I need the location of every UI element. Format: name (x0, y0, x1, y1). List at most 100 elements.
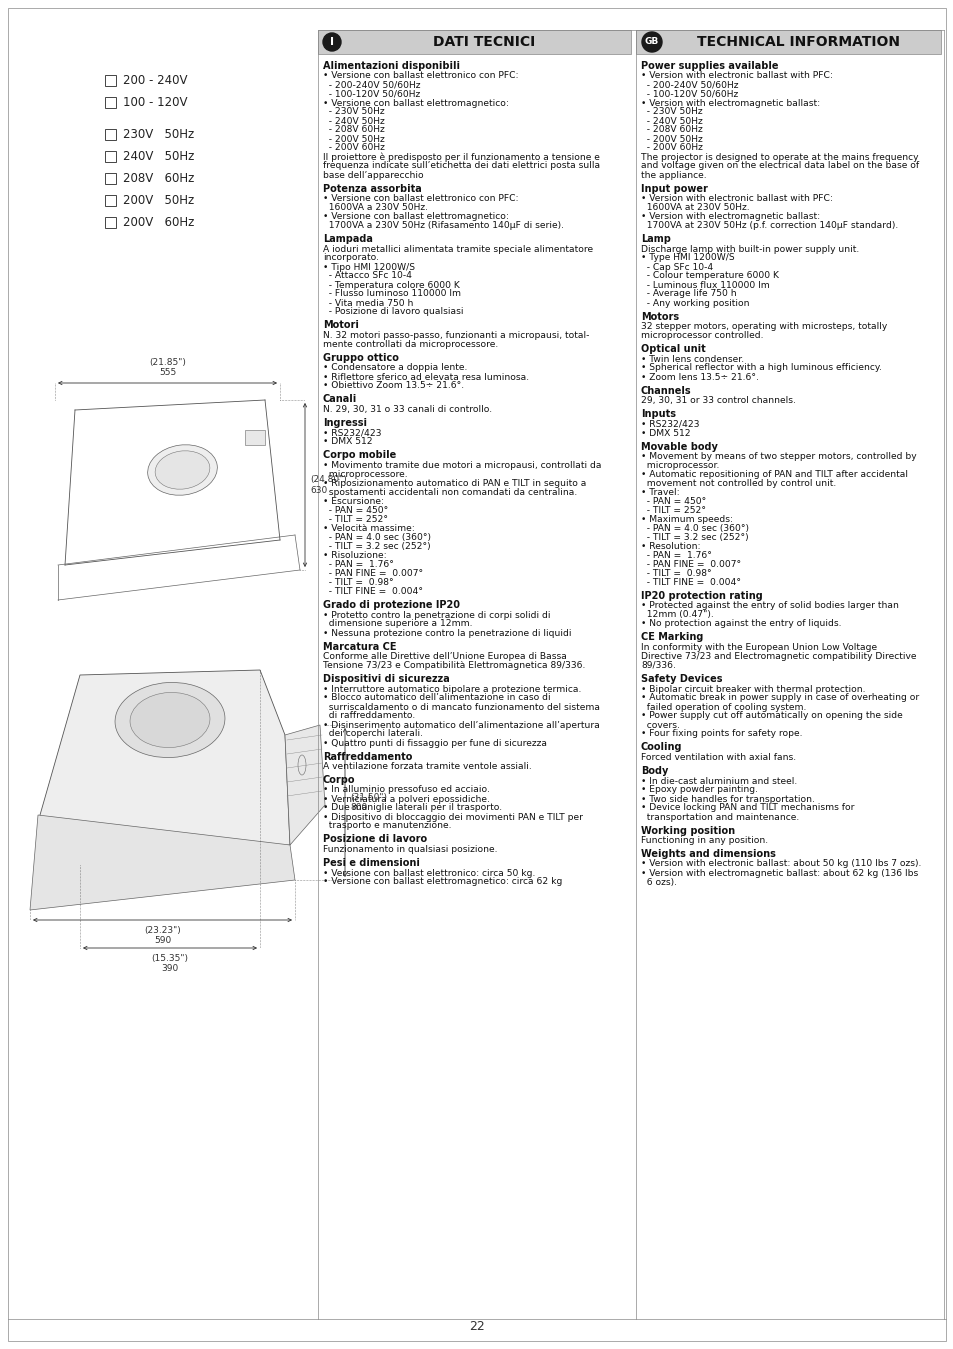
Text: - TILT =  0.98°: - TILT = 0.98° (323, 577, 394, 587)
Bar (105, 130, 116, 140)
Text: microprocessor controlled.: microprocessor controlled. (640, 331, 762, 340)
Bar (636, 30, 940, 54)
Text: • Version with electromagnetic ballast:: • Version with electromagnetic ballast: (640, 212, 820, 221)
Text: • Movimento tramite due motori a micropausi, controllati da: • Movimento tramite due motori a micropa… (323, 461, 601, 469)
Text: - TILT = 3.2 sec (252°): - TILT = 3.2 sec (252°) (323, 542, 430, 550)
Text: • Dispositivo di bloccaggio dei movimenti PAN e TILT per: • Dispositivo di bloccaggio dei moviment… (323, 812, 582, 822)
Text: • Due maniglie laterali per il trasporto.: • Due maniglie laterali per il trasporto… (323, 804, 501, 812)
Text: 89/336.: 89/336. (640, 661, 675, 670)
Text: transportation and maintenance.: transportation and maintenance. (640, 812, 799, 822)
Text: IP20 protection rating: IP20 protection rating (640, 591, 762, 602)
Text: the appliance.: the appliance. (640, 170, 706, 179)
Text: Corpo: Corpo (323, 774, 355, 785)
Text: - 240V 50Hz: - 240V 50Hz (640, 116, 702, 125)
Bar (105, 217, 116, 228)
Text: Lampada: Lampada (323, 233, 373, 244)
Text: - Cap SFc 10-4: - Cap SFc 10-4 (640, 263, 713, 271)
Text: Marcatura CE: Marcatura CE (323, 642, 396, 652)
Text: • Protetto contro la penetrazione di corpi solidi di: • Protetto contro la penetrazione di cor… (323, 611, 550, 619)
Text: - TILT =  0.98°: - TILT = 0.98° (640, 569, 711, 577)
Text: 1600VA a 230V 50Hz.: 1600VA a 230V 50Hz. (323, 202, 428, 212)
Text: 1700VA at 230V 50Hz (p.f. correction 140μF standard).: 1700VA at 230V 50Hz (p.f. correction 140… (640, 221, 898, 229)
Text: and voltage given on the electrical data label on the base of: and voltage given on the electrical data… (640, 162, 918, 170)
Text: • Versione con ballast elettronico con PFC:: • Versione con ballast elettronico con P… (323, 71, 518, 81)
Text: Conforme alle Direttive dell’Unione Europea di Bassa: Conforme alle Direttive dell’Unione Euro… (323, 652, 566, 661)
Text: 32 stepper motors, operating with microsteps, totally: 32 stepper motors, operating with micros… (640, 322, 886, 331)
Text: • Two side handles for transportation.: • Two side handles for transportation. (640, 795, 814, 804)
Text: Forced ventilation with axial fans.: Forced ventilation with axial fans. (640, 753, 796, 762)
Text: A ioduri metallici alimentata tramite speciale alimentatore: A ioduri metallici alimentata tramite sp… (323, 244, 593, 254)
Circle shape (323, 32, 340, 51)
Text: - PAN FINE =  0.007°: - PAN FINE = 0.007° (323, 569, 423, 577)
Text: - 200V 60Hz: - 200V 60Hz (640, 143, 702, 152)
Text: - 208V 60Hz: - 208V 60Hz (640, 125, 702, 135)
Text: - 208V 60Hz: - 208V 60Hz (323, 125, 384, 135)
Text: - 200V 50Hz: - 200V 50Hz (323, 135, 384, 143)
Text: • Type HMI 1200W/S: • Type HMI 1200W/S (640, 254, 734, 263)
Text: TECHNICAL INFORMATION: TECHNICAL INFORMATION (697, 35, 899, 49)
Text: di raffreddamento.: di raffreddamento. (323, 711, 415, 720)
Text: • RS232/423: • RS232/423 (640, 420, 699, 429)
Text: 1600VA at 230V 50Hz.: 1600VA at 230V 50Hz. (640, 202, 749, 212)
Text: Channels: Channels (640, 386, 691, 395)
Text: Optical unit: Optical unit (640, 344, 705, 353)
Text: - Colour temperature 6000 K: - Colour temperature 6000 K (640, 271, 778, 281)
Bar (317, 30, 630, 54)
Text: • Automatic break in power supply in case of overheating or: • Automatic break in power supply in cas… (640, 693, 919, 703)
Text: - PAN = 450°: - PAN = 450° (323, 506, 388, 515)
Text: Inputs: Inputs (640, 409, 676, 420)
Ellipse shape (130, 692, 210, 747)
Text: • Risoluzione:: • Risoluzione: (323, 550, 386, 560)
Text: • Condensatore a doppia lente.: • Condensatore a doppia lente. (323, 363, 467, 372)
Text: Gruppo ottico: Gruppo ottico (323, 353, 398, 363)
Text: microprocessor.: microprocessor. (640, 461, 719, 469)
Text: 12mm (0.47").: 12mm (0.47"). (640, 611, 713, 619)
Text: • Version with electronic ballast with PFC:: • Version with electronic ballast with P… (640, 71, 832, 81)
Text: - 200V 60Hz: - 200V 60Hz (323, 143, 384, 152)
Text: • Device locking PAN and TILT mechanisms for: • Device locking PAN and TILT mechanisms… (640, 804, 854, 812)
Text: Body: Body (640, 766, 668, 776)
Text: • Riposizionamento automatico di PAN e TILT in seguito a: • Riposizionamento automatico di PAN e T… (323, 479, 586, 488)
Text: incorporato.: incorporato. (323, 254, 378, 263)
Text: Dispositivi di sicurezza: Dispositivi di sicurezza (323, 674, 449, 684)
Text: • Version with electronic ballast: about 50 kg (110 lbs 7 ozs).: • Version with electronic ballast: about… (640, 859, 921, 869)
Text: • Power supply cut off automatically on opening the side: • Power supply cut off automatically on … (640, 711, 902, 720)
Ellipse shape (148, 445, 217, 495)
Text: Motori: Motori (323, 321, 358, 331)
Text: 230V   50Hz: 230V 50Hz (123, 128, 194, 142)
Text: • DMX 512: • DMX 512 (323, 437, 373, 447)
Text: • No protection against the entry of liquids.: • No protection against the entry of liq… (640, 619, 841, 629)
Text: Il proiettore è predisposto per il funzionamento a tensione e: Il proiettore è predisposto per il funzi… (323, 152, 599, 162)
Text: • Protected against the entry of solid bodies larger than: • Protected against the entry of solid b… (640, 602, 898, 611)
Text: • Velocità massime:: • Velocità massime: (323, 523, 415, 533)
Text: - 240V 50Hz: - 240V 50Hz (323, 116, 384, 125)
Text: • Zoom lens 13.5÷ 21.6°.: • Zoom lens 13.5÷ 21.6°. (640, 372, 758, 382)
Text: covers.: covers. (640, 720, 679, 730)
Text: 208V   60Hz: 208V 60Hz (123, 173, 194, 185)
Text: 6 ozs).: 6 ozs). (640, 877, 677, 886)
Text: • Twin lens condenser.: • Twin lens condenser. (640, 355, 743, 363)
Text: Posizione di lavoro: Posizione di lavoro (323, 835, 427, 844)
Text: Directive 73/23 and Electromagnetic compatibility Directive: Directive 73/23 and Electromagnetic comp… (640, 652, 916, 661)
Text: 22: 22 (469, 1321, 484, 1334)
Text: - 230V 50Hz: - 230V 50Hz (640, 108, 702, 116)
Text: failed operation of cooling system.: failed operation of cooling system. (640, 703, 805, 711)
Text: - PAN = 450°: - PAN = 450° (640, 496, 705, 506)
Text: - PAN = 4.0 sec (360°): - PAN = 4.0 sec (360°) (323, 533, 431, 542)
Text: Input power: Input power (640, 183, 707, 193)
Text: • Riflettore sferico ad elevata resa luminosa.: • Riflettore sferico ad elevata resa lum… (323, 372, 529, 382)
Text: Power supplies available: Power supplies available (640, 61, 778, 71)
Text: N. 32 motori passo-passo, funzionanti a micropausi, total-: N. 32 motori passo-passo, funzionanti a … (323, 331, 589, 340)
Text: • Versione con ballast elettromagnetico: circa 62 kg: • Versione con ballast elettromagnetico:… (323, 877, 561, 886)
Bar (105, 76, 116, 86)
Text: • Blocco automatico dell’alimentazione in caso di: • Blocco automatico dell’alimentazione i… (323, 693, 550, 703)
Text: dimensione superiore a 12mm.: dimensione superiore a 12mm. (323, 619, 472, 629)
Text: • Quattro punti di fissaggio per fune di sicurezza: • Quattro punti di fissaggio per fune di… (323, 738, 546, 747)
Text: • Travel:: • Travel: (640, 488, 679, 496)
Polygon shape (285, 724, 325, 844)
Text: • Versione con ballast elettronico con PFC:: • Versione con ballast elettronico con P… (323, 194, 518, 202)
Text: Corpo mobile: Corpo mobile (323, 451, 395, 460)
Bar (105, 196, 116, 206)
Text: GB: GB (644, 38, 659, 46)
Text: • Spherical reflector with a high luminous efficiency.: • Spherical reflector with a high lumino… (640, 363, 881, 372)
